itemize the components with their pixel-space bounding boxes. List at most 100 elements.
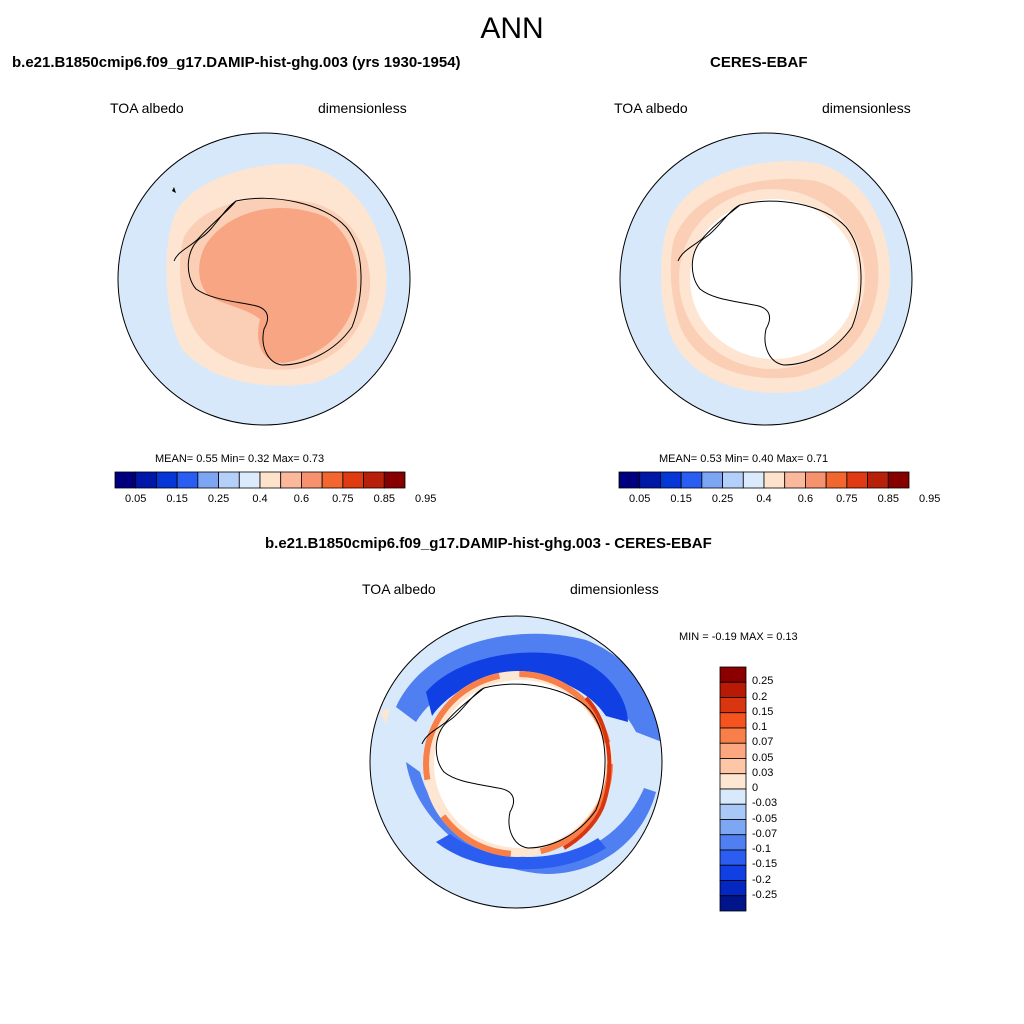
model-colorbar-labels: 0.05 0.15 0.25 0.4 0.6 0.75 0.85 0.95 bbox=[115, 493, 436, 507]
model-panel-title: b.e21.B1850cmip6.f09_g17.DAMIP-hist-ghg.… bbox=[12, 54, 461, 71]
diff-colorbar-box bbox=[719, 773, 747, 790]
model-colorbar-box bbox=[321, 471, 344, 489]
obs-colorbar-box bbox=[680, 471, 703, 489]
obs-colorbar-box bbox=[887, 471, 910, 489]
obs-units-label: dimensionless bbox=[822, 100, 911, 116]
obs-colorbar-box bbox=[660, 471, 682, 489]
model-colorbar-box bbox=[383, 471, 406, 489]
diff-colorbar-label: 0.25 bbox=[752, 675, 774, 688]
diff-max-value: 0.13 bbox=[776, 631, 798, 643]
obs-colorbar-label: 0.6 bbox=[797, 493, 814, 505]
model-colorbar-box bbox=[197, 471, 219, 489]
diff-colorbar-box bbox=[719, 788, 747, 805]
model-min-value: 0.32 bbox=[247, 453, 270, 465]
model-colorbar-label: 0.15 bbox=[166, 493, 188, 505]
model-colorbar-label: 0.85 bbox=[373, 493, 395, 505]
diff-colorbar-label: -0.07 bbox=[752, 827, 778, 840]
obs-colorbar-box bbox=[742, 471, 765, 489]
diff-colorbar-box bbox=[719, 697, 747, 714]
obs-colorbar-box bbox=[825, 471, 848, 489]
diff-colorbar-label: 0 bbox=[752, 782, 759, 794]
diff-colorbar-box bbox=[719, 758, 747, 775]
model-colorbar-box bbox=[114, 471, 137, 489]
diff-min-value: -0.19 bbox=[711, 631, 737, 643]
model-colorbar-box bbox=[135, 471, 157, 489]
diff-colorbar-label: -0.03 bbox=[752, 797, 778, 810]
obs-colorbar-label: 0.75 bbox=[836, 493, 858, 505]
obs-colorbar-box bbox=[805, 471, 827, 489]
model-colorbar-label: 0.4 bbox=[252, 493, 268, 505]
obs-colorbar-label: 0.85 bbox=[877, 493, 899, 505]
model-colorbar bbox=[114, 471, 406, 489]
diff-colorbar-labels: 0.25 0.2 0.15 0.1 0.07 0.05 0.03 0 -0.03 -0.05 -0.… bbox=[752, 667, 812, 911]
diff-colorbar-box bbox=[719, 681, 747, 698]
obs-mean-value: 0.53 bbox=[700, 453, 722, 465]
diff-variable-label: TOA albedo bbox=[362, 581, 436, 597]
obs-colorbar-box bbox=[701, 471, 723, 489]
model-colorbar-label: 0.6 bbox=[293, 493, 310, 505]
model-colorbar-box bbox=[238, 471, 261, 489]
obs-colorbar-label: 0.15 bbox=[670, 493, 692, 505]
model-units-label: dimensionless bbox=[318, 100, 407, 116]
obs-colorbar-labels: 0.05 0.15 0.25 0.4 0.6 0.75 0.85 0.95 bbox=[619, 493, 940, 507]
model-colorbar-label: 0.95 bbox=[414, 493, 437, 505]
diff-min-label: MIN = bbox=[679, 631, 709, 643]
diff-colorbar-box bbox=[719, 712, 747, 729]
obs-colorbar-box bbox=[784, 471, 806, 489]
obs-colorbar-box bbox=[618, 471, 641, 489]
obs-stats: MEAN= 0.53 Min= 0.40 Max= 0.71 bbox=[659, 453, 828, 465]
model-colorbar-box bbox=[342, 471, 364, 489]
model-colorbar-label: 0.75 bbox=[332, 493, 354, 505]
diff-colorbar-box bbox=[719, 742, 747, 759]
diff-units-label: dimensionless bbox=[570, 581, 659, 597]
obs-colorbar-label: 0.4 bbox=[756, 493, 772, 505]
model-min-label: Min= bbox=[220, 453, 245, 465]
diff-colorbar-label: 0.05 bbox=[752, 751, 774, 764]
obs-polar-map bbox=[619, 132, 913, 426]
obs-colorbar-label: 0.95 bbox=[918, 493, 941, 505]
diff-colorbar-label: -0.05 bbox=[752, 812, 778, 825]
obs-colorbar bbox=[618, 471, 910, 489]
obs-colorbar-label: 0.05 bbox=[628, 493, 651, 505]
model-colorbar-box bbox=[176, 471, 199, 489]
obs-colorbar-box bbox=[867, 471, 889, 489]
obs-colorbar-label: 0.25 bbox=[711, 493, 734, 505]
diff-colorbar-label: 0.07 bbox=[752, 736, 774, 749]
obs-min-label: Min= bbox=[724, 453, 749, 465]
obs-variable-label: TOA albedo bbox=[614, 100, 688, 116]
model-polar-map bbox=[117, 132, 411, 426]
obs-max-label: Max= bbox=[776, 453, 804, 465]
obs-min-value: 0.40 bbox=[751, 453, 774, 465]
diff-colorbar-label: -0.25 bbox=[752, 888, 778, 901]
model-max-value: 0.73 bbox=[302, 453, 325, 465]
diff-colorbar-label: 0.2 bbox=[752, 690, 768, 703]
obs-colorbar-box bbox=[639, 471, 661, 489]
obs-max-value: 0.71 bbox=[806, 453, 829, 465]
model-colorbar-box bbox=[259, 471, 282, 489]
diff-colorbar-label: 0.15 bbox=[752, 705, 774, 718]
diff-colorbar-box bbox=[719, 895, 747, 912]
diff-polar-map bbox=[369, 615, 663, 909]
diff-colorbar-box bbox=[719, 864, 747, 881]
diff-colorbar-box bbox=[719, 666, 747, 683]
model-colorbar-box bbox=[363, 471, 385, 489]
obs-colorbar-box bbox=[722, 471, 744, 489]
model-mean-value: 0.55 bbox=[196, 453, 218, 465]
model-colorbar-box bbox=[218, 471, 240, 489]
diff-colorbar-label: -0.1 bbox=[752, 843, 771, 855]
diff-colorbar-box bbox=[719, 819, 747, 836]
model-mean-label: MEAN= bbox=[155, 453, 194, 465]
diff-colorbar-box bbox=[719, 727, 747, 744]
diff-colorbar-label: 0.03 bbox=[752, 766, 774, 779]
diff-colorbar-label: 0.1 bbox=[752, 721, 768, 733]
diff-colorbar bbox=[719, 666, 747, 912]
model-variable-label: TOA albedo bbox=[110, 100, 184, 116]
model-stats: MEAN= 0.55 Min= 0.32 Max= 0.73 bbox=[155, 453, 324, 465]
diff-colorbar-box bbox=[719, 803, 747, 820]
diff-stats: MIN = -0.19 MAX = 0.13 bbox=[679, 631, 798, 643]
obs-colorbar-box bbox=[763, 471, 786, 489]
diff-panel-title: b.e21.B1850cmip6.f09_g17.DAMIP-hist-ghg.… bbox=[265, 535, 712, 552]
diff-colorbar-box bbox=[719, 880, 747, 897]
diff-max-label: MAX = bbox=[739, 631, 774, 643]
obs-panel-title: CERES-EBAF bbox=[710, 54, 808, 71]
